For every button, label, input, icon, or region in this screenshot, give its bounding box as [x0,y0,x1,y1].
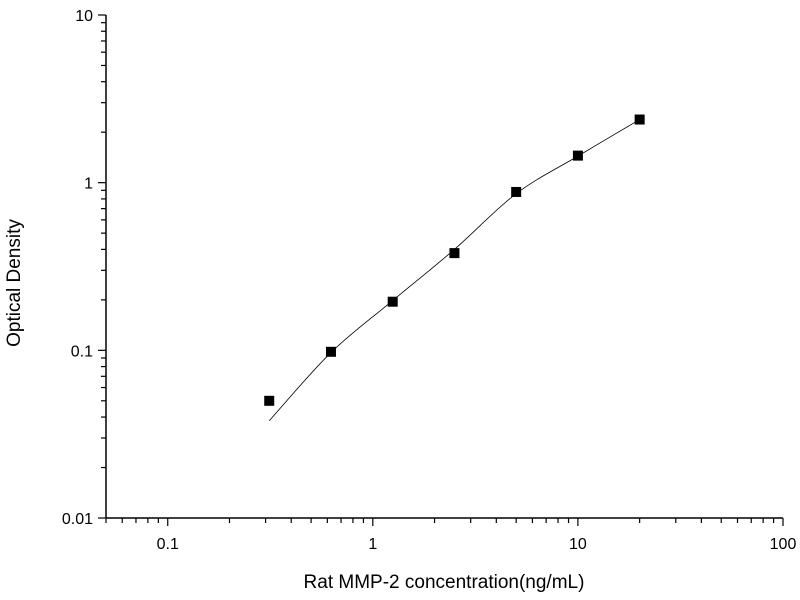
y-axis-title: Optical Density [4,219,25,347]
x-axis-title: Rat MMP-2 concentration(ng/mL) [304,572,585,593]
x-tick-label: 100 [770,536,797,553]
x-tick-label: 10 [569,536,587,553]
data-point [325,346,336,357]
data-point [634,114,645,125]
y-tick-label: 1 [84,176,93,193]
y-tick-label: 10 [75,8,93,25]
fit-curve [268,119,640,422]
x-tick-label: 0.1 [157,536,179,553]
y-tick-label: 0.1 [71,343,93,360]
y-tick-label: 0.01 [62,511,93,528]
axes: 0.1 1 10 100 0.01 0.1 1 10 [62,8,797,553]
data-point [572,150,583,161]
x-tick-label: 1 [368,536,377,553]
data-points [264,114,645,406]
data-point [449,248,460,259]
data-point [387,296,398,307]
data-point [264,395,275,406]
data-point [511,186,522,197]
